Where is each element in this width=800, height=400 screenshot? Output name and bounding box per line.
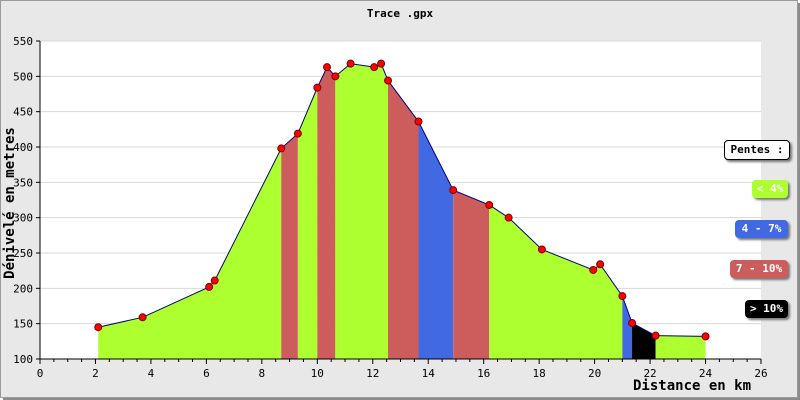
profile-marker [414, 117, 423, 126]
profile-marker [504, 213, 513, 222]
slope-segment [655, 335, 706, 359]
slope-segment [317, 67, 336, 359]
slope-segment [622, 296, 633, 359]
y-tick-label: 100 [13, 353, 33, 366]
slope-fills [98, 63, 706, 359]
profile-marker [537, 245, 546, 254]
profile-marker [293, 129, 302, 138]
x-tick-label: 12 [366, 367, 379, 380]
profile-marker [210, 276, 219, 285]
profile-marker [94, 323, 103, 332]
y-axis-label: Dénivelé en metres [2, 127, 18, 279]
x-tick-label: 14 [422, 367, 436, 380]
profile-marker [370, 63, 379, 72]
y-tick-label: 450 [13, 106, 33, 119]
y-tick-label: 250 [13, 247, 33, 260]
legend-item-low: < 4% [752, 180, 788, 198]
profile-marker [323, 63, 332, 72]
slope-segment [489, 204, 623, 359]
profile-marker [449, 186, 458, 195]
profile-marker [313, 83, 322, 92]
x-tick-label: 22 [643, 367, 656, 380]
profile-marker [277, 144, 286, 153]
x-tick-label: 2 [92, 367, 99, 380]
slope-segment [388, 80, 419, 359]
slope-segment [297, 87, 318, 359]
profile-marker [384, 76, 393, 85]
slope-segment [335, 63, 389, 359]
profile-marker [331, 72, 340, 81]
x-tick-label: 26 [754, 367, 767, 380]
profile-marker [701, 332, 710, 341]
profile-marker [377, 59, 386, 68]
slope-segment [281, 133, 298, 359]
x-tick-label: 0 [37, 367, 44, 380]
profile-marker [589, 265, 598, 274]
profile-marker [628, 318, 637, 327]
slope-segment [98, 148, 282, 359]
profile-markers [94, 59, 710, 341]
x-tick-label: 20 [588, 367, 601, 380]
x-tick-label: 8 [259, 367, 266, 380]
profile-marker [651, 331, 660, 340]
profile-marker [205, 282, 214, 291]
legend-item-steep: 7 - 10% [730, 260, 788, 278]
chart-title: Trace .gpx [367, 7, 434, 20]
profile-marker [596, 260, 605, 269]
y-tick-label: 550 [13, 35, 33, 48]
slope-segment [453, 190, 490, 359]
x-tick-label: 16 [477, 367, 490, 380]
y-tick-label: 400 [13, 141, 33, 154]
y-tick-label: 500 [13, 70, 33, 83]
y-tick-label: 200 [13, 282, 33, 295]
legend-title: Pentes : [724, 140, 790, 160]
x-tick-label: 10 [311, 367, 324, 380]
x-tick-label: 18 [533, 367, 546, 380]
y-tick-label: 350 [13, 176, 33, 189]
y-tick-label: 300 [13, 212, 33, 225]
x-tick-label: 4 [148, 367, 155, 380]
profile-line [98, 62, 706, 337]
slope-segment [632, 322, 656, 359]
x-tick-label: 24 [699, 367, 713, 380]
profile-marker [346, 59, 355, 68]
x-axis-label: Distance en km [633, 378, 751, 394]
profile-marker [618, 292, 627, 301]
slope-segment [418, 121, 454, 359]
legend-item-moderate: 4 - 7% [735, 220, 788, 238]
profile-marker [485, 200, 494, 209]
legend-item-very-steep: > 10% [745, 300, 788, 318]
x-tick-label: 6 [203, 367, 210, 380]
profile-marker [138, 313, 147, 322]
y-tick-label: 150 [13, 318, 33, 331]
